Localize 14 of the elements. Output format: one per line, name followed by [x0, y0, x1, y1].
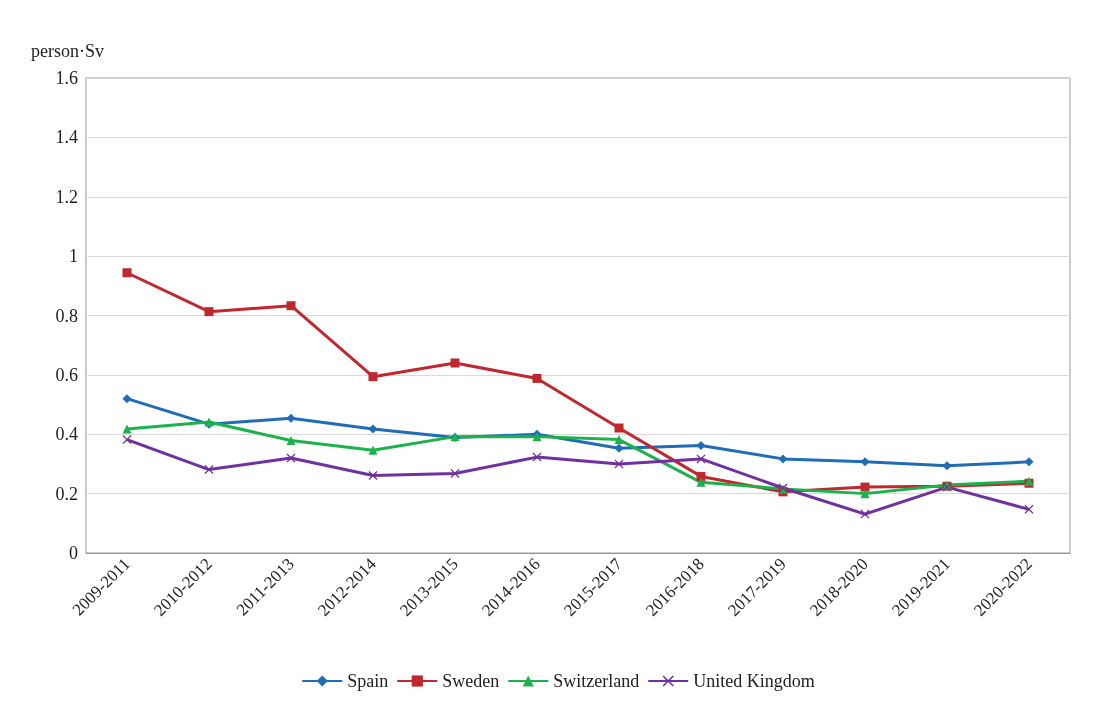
y-tick-label: 0: [69, 543, 78, 563]
y-tick-label: 1.4: [55, 127, 78, 148]
y-tick-label: 0.4: [55, 424, 78, 445]
legend-label: Sweden: [442, 671, 500, 691]
y-tick-label: 0.6: [55, 364, 78, 385]
y-tick-label: 1.6: [55, 68, 78, 88]
y-tick-label: 1.2: [55, 186, 78, 207]
y-tick-label: 0.8: [55, 305, 78, 326]
legend-label: United Kingdom: [693, 671, 815, 691]
y-axis-title: person·Sv: [31, 41, 104, 61]
legend-label: Spain: [347, 671, 389, 691]
y-tick-label: 1: [69, 246, 78, 267]
legend-label: Switzerland: [553, 671, 640, 691]
y-tick-label: 0.2: [55, 483, 78, 504]
